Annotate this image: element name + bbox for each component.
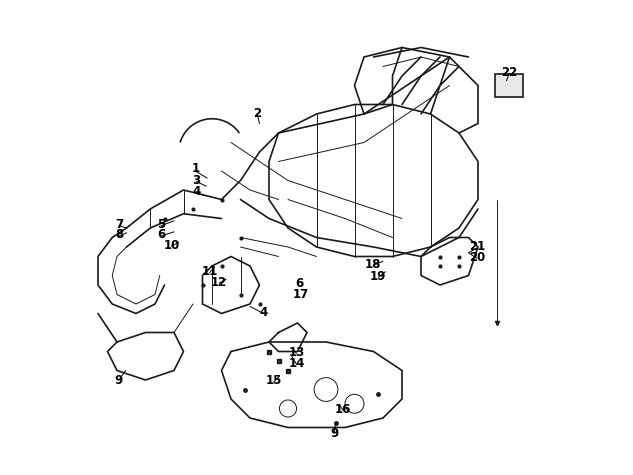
Text: 3: 3 (192, 174, 201, 187)
Text: 6: 6 (157, 228, 165, 241)
Text: 1: 1 (191, 162, 199, 175)
FancyBboxPatch shape (494, 74, 523, 97)
Text: 4: 4 (259, 306, 267, 319)
Text: 5: 5 (157, 218, 165, 231)
Text: 9: 9 (330, 427, 339, 440)
Text: 8: 8 (115, 228, 123, 241)
Text: 11: 11 (201, 265, 218, 278)
Text: 4: 4 (192, 185, 201, 198)
Text: 12: 12 (211, 276, 227, 289)
Text: 10: 10 (163, 238, 180, 252)
Text: 13: 13 (289, 346, 304, 359)
Text: 16: 16 (335, 403, 351, 416)
Text: 18: 18 (365, 258, 381, 271)
Text: 9: 9 (115, 373, 123, 387)
Text: 22: 22 (501, 66, 517, 79)
Text: 21: 21 (469, 240, 485, 254)
Text: 2: 2 (253, 106, 261, 120)
Text: 15: 15 (266, 374, 282, 388)
Text: 7: 7 (115, 218, 123, 231)
Text: 17: 17 (293, 288, 310, 301)
Text: 14: 14 (289, 357, 304, 370)
Text: 19: 19 (370, 270, 386, 283)
Text: 20: 20 (469, 251, 485, 264)
Text: 6: 6 (296, 277, 304, 290)
